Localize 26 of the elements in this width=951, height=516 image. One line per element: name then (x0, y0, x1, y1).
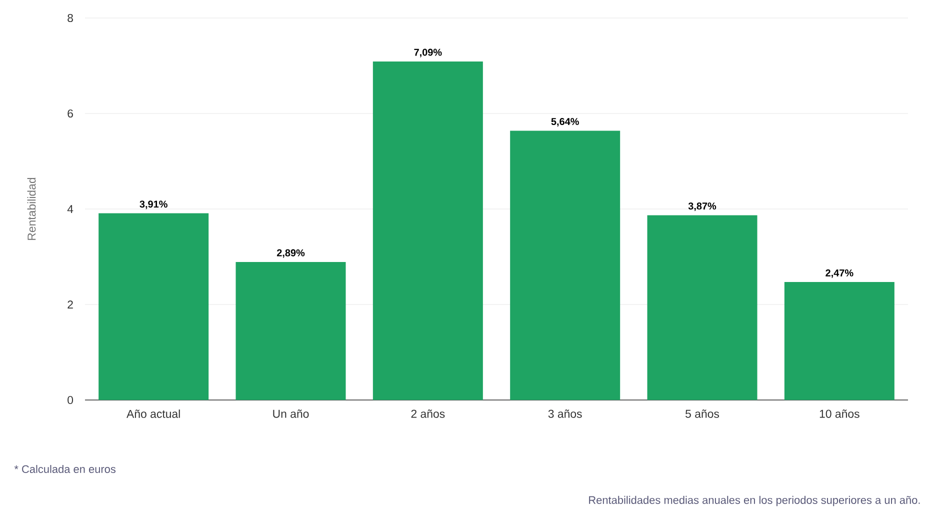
bar (784, 282, 894, 400)
y-axis-title: Rentabilidad (27, 178, 36, 240)
data-label: 5,64% (551, 118, 579, 126)
bar (372, 61, 483, 400)
y-tick-label: 0 (68, 396, 74, 404)
data-label: 2,89% (276, 249, 305, 258)
x-tick-label: Un año (273, 410, 309, 418)
x-tick-label: 2 años (411, 410, 445, 418)
y-tick-label: 8 (68, 14, 73, 22)
bar (510, 130, 620, 400)
x-tick-label: 10 años (820, 410, 860, 418)
data-label: 2,47% (826, 269, 854, 278)
bar (236, 262, 346, 400)
x-tick-label: Año actual (126, 410, 180, 418)
y-tick-label: 2 (68, 300, 73, 308)
y-tick-label: 6 (68, 109, 73, 118)
data-label: 7,09% (414, 48, 442, 58)
bar (647, 215, 758, 400)
text: * Calculada en euros (14, 464, 116, 474)
data-label: 3,87% (688, 202, 716, 212)
x-tick-label: 3 años (548, 410, 582, 418)
text: Rentabilidades medias anuales en los periodos superiores a un año. (589, 496, 920, 506)
y-tick-label: 4 (67, 205, 74, 213)
data-label: 3,91% (140, 200, 168, 210)
bar (98, 213, 209, 400)
x-tick-label: 5 años (686, 410, 720, 418)
